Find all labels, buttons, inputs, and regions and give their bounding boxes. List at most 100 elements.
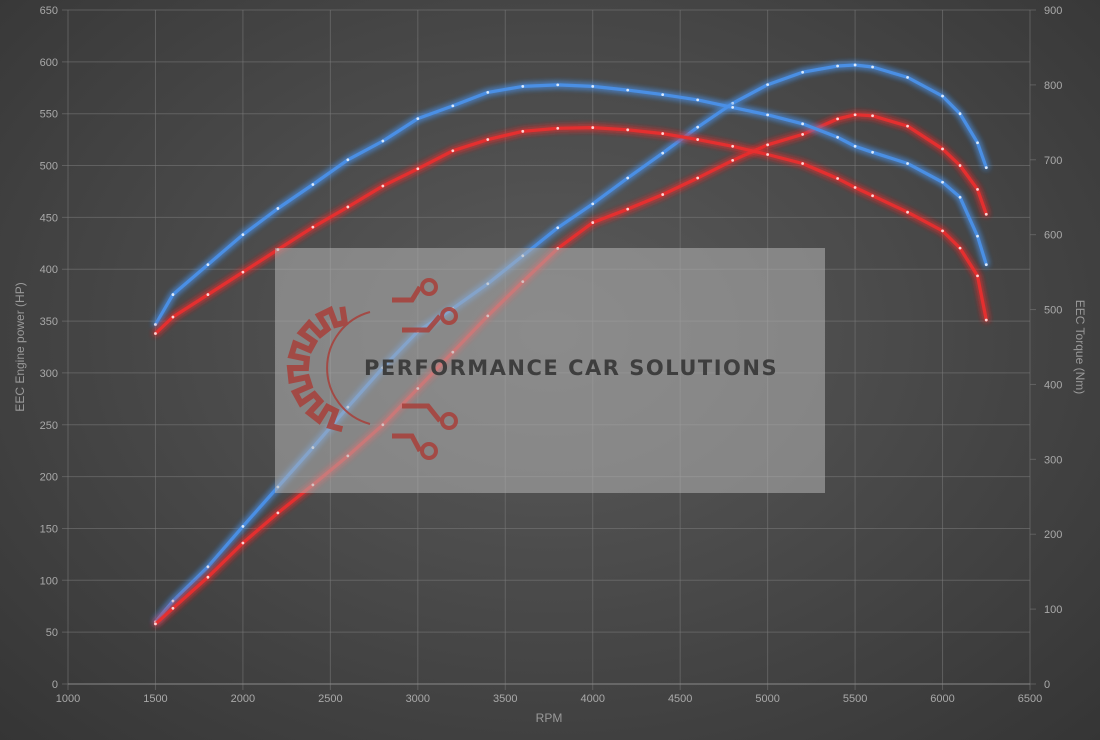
data-point <box>171 606 175 610</box>
data-point <box>976 234 979 238</box>
data-point <box>766 143 770 147</box>
data-point <box>451 104 455 108</box>
data-point <box>836 117 839 121</box>
x-tick-label: 2000 <box>231 693 255 705</box>
data-point <box>696 98 700 102</box>
data-point <box>521 84 525 88</box>
circuit-trace <box>392 285 423 303</box>
data-point <box>766 153 770 156</box>
gear-outline <box>286 305 349 433</box>
y2-tick-label: 300 <box>1044 454 1062 466</box>
data-point <box>984 318 988 322</box>
data-point <box>984 263 988 267</box>
data-point <box>241 541 245 545</box>
data-point <box>311 225 315 229</box>
x-axis-title: RPM <box>536 711 563 725</box>
data-point <box>241 524 245 528</box>
data-point <box>984 166 988 170</box>
x-tick-label: 1500 <box>143 693 167 705</box>
y-tick-label: 350 <box>40 316 58 328</box>
data-point <box>626 207 630 211</box>
data-point <box>206 565 210 569</box>
y2-tick-labels: 0 100 200 300 400 500 600 700 800 900 <box>1044 5 1062 691</box>
data-point <box>836 64 839 68</box>
data-point <box>941 147 944 151</box>
data-point <box>976 274 979 278</box>
circuit-node <box>440 307 458 325</box>
data-point <box>626 176 630 180</box>
data-point <box>591 126 595 129</box>
y-axis-title: EEC Engine power (HP) <box>13 282 27 411</box>
y2-tick-label: 800 <box>1044 80 1062 92</box>
data-point <box>906 162 909 165</box>
data-point <box>731 144 735 148</box>
y-tick-label: 100 <box>40 575 58 587</box>
data-point <box>941 94 944 98</box>
y-tick-label: 200 <box>40 472 58 484</box>
data-point <box>906 76 909 79</box>
data-point <box>906 124 909 128</box>
data-point <box>661 193 665 196</box>
data-point <box>661 132 665 135</box>
data-point <box>871 150 874 154</box>
y2-tick-label: 0 <box>1044 679 1050 691</box>
data-point <box>171 315 175 319</box>
y-tick-label: 550 <box>40 109 58 121</box>
y-tick-label: 250 <box>40 420 58 432</box>
data-point <box>871 194 874 198</box>
x-tick-label: 1000 <box>56 693 80 705</box>
data-point <box>276 207 280 210</box>
data-point <box>591 202 595 206</box>
gear-inner-arc <box>326 311 371 425</box>
data-point <box>853 113 857 117</box>
data-point <box>591 84 595 88</box>
data-point <box>731 101 735 105</box>
y2-tick-label: 900 <box>1044 5 1062 17</box>
data-point <box>241 270 245 274</box>
y2-tick-label: 100 <box>1044 604 1062 616</box>
data-point <box>661 93 665 97</box>
data-point <box>206 263 210 267</box>
data-point <box>731 105 735 109</box>
data-point <box>626 88 630 92</box>
data-point <box>661 151 665 155</box>
data-point <box>381 184 385 188</box>
y-tick-label: 50 <box>46 627 58 639</box>
data-point <box>958 164 962 167</box>
y2-tick-label: 600 <box>1044 230 1062 242</box>
y-tick-label: 400 <box>40 264 58 276</box>
y2-axis-title: EEC Torque (Nm) <box>1073 300 1087 394</box>
data-point <box>836 135 839 139</box>
x-tick-label: 6500 <box>1018 693 1042 705</box>
data-point <box>801 70 805 74</box>
data-point <box>958 112 962 116</box>
data-point <box>346 158 350 162</box>
data-point <box>311 183 315 186</box>
data-point <box>626 128 630 132</box>
data-point <box>958 246 962 250</box>
data-point <box>486 90 490 94</box>
data-point <box>416 117 420 120</box>
x-tick-label: 5000 <box>755 693 779 705</box>
watermark-text: PERFORMANCE CAR SOLUTIONS <box>364 356 778 380</box>
data-point <box>451 149 455 153</box>
data-point <box>696 138 700 141</box>
data-point <box>206 293 210 296</box>
data-point <box>171 599 175 603</box>
data-point <box>416 167 420 171</box>
data-point <box>591 221 595 224</box>
series-1 <box>153 113 988 626</box>
circuit-node <box>420 278 438 296</box>
data-point <box>556 83 560 87</box>
y2-tick-label: 500 <box>1044 305 1062 317</box>
data-point <box>984 212 988 216</box>
data-point <box>381 139 385 143</box>
data-point <box>941 180 944 184</box>
data-point <box>801 133 805 136</box>
y2-tick-label: 400 <box>1044 379 1062 391</box>
data-point <box>766 113 770 117</box>
gear-circuit-logo-icon <box>286 278 458 460</box>
data-point <box>731 158 735 162</box>
data-point <box>976 187 979 191</box>
y-tick-label: 500 <box>40 161 58 173</box>
